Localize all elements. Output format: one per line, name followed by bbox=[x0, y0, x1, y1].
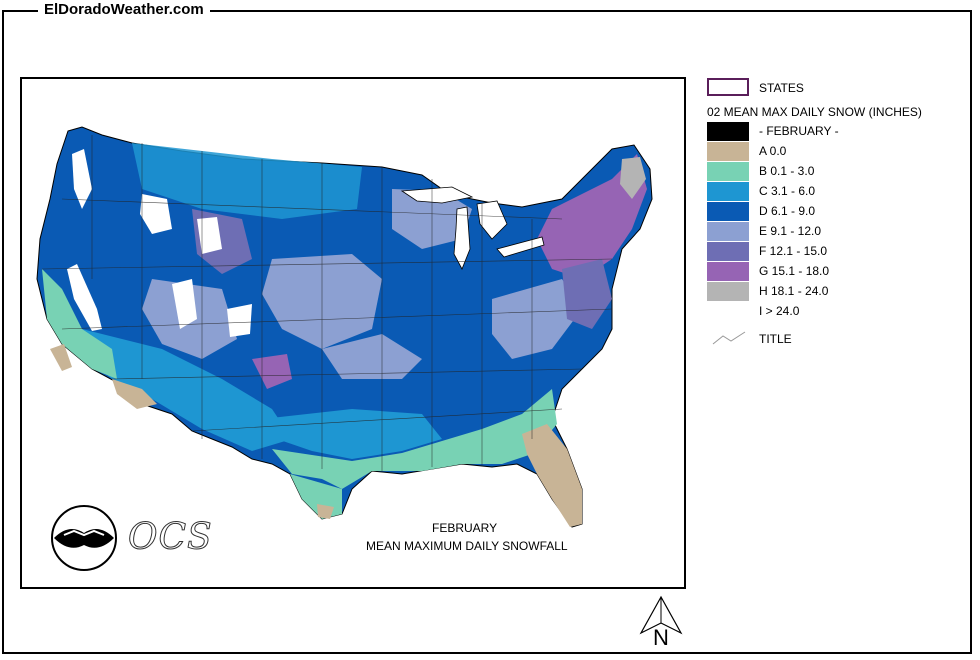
legend-title-label: TITLE bbox=[759, 332, 792, 346]
state-boundaries bbox=[41, 135, 613, 471]
legend-states-label: STATES bbox=[759, 81, 804, 95]
north-label: N bbox=[653, 625, 669, 650]
legend-item-label: H 18.1 - 24.0 bbox=[759, 284, 829, 298]
ocs-logo: OCS bbox=[128, 517, 213, 559]
legend-swatch bbox=[707, 242, 749, 261]
legend-swatch bbox=[707, 202, 749, 221]
noaa-logo bbox=[49, 503, 119, 578]
legend-swatch bbox=[707, 142, 749, 161]
map-caption-month: FEBRUARY bbox=[432, 521, 498, 535]
legend-layer-title: 02 MEAN MAX DAILY SNOW (INCHES) bbox=[707, 105, 922, 119]
zone-i-utah bbox=[172, 279, 197, 329]
map-panel: OCS FEBRUARY MEAN MAXIMUM DAILY SNOWFALL bbox=[20, 77, 686, 589]
north-arrow: N bbox=[636, 595, 686, 660]
page-frame bbox=[2, 10, 972, 654]
zone-f-midatlantic bbox=[562, 259, 612, 329]
legend-item-label: C 3.1 - 6.0 bbox=[759, 184, 816, 198]
legend-item-label: - FEBRUARY - bbox=[759, 124, 839, 138]
legend-item-label: B 0.1 - 3.0 bbox=[759, 164, 815, 178]
zone-c-north bbox=[132, 143, 362, 219]
zone-e-mississippi bbox=[322, 334, 422, 379]
zone-e-appalachia bbox=[492, 279, 582, 359]
zone-b-gulf bbox=[272, 389, 557, 489]
zone-i-cascades bbox=[72, 149, 92, 209]
legend-swatch bbox=[707, 282, 749, 301]
states-swatch bbox=[707, 78, 749, 96]
zone-g-northeast bbox=[537, 154, 647, 279]
legend-swatch bbox=[707, 302, 749, 321]
north-arrow-icon bbox=[639, 595, 683, 635]
zone-c-southwest bbox=[82, 329, 292, 451]
zone-i-sierra bbox=[67, 264, 102, 331]
legend-item-label: I > 24.0 bbox=[759, 304, 800, 318]
map-caption-title: MEAN MAXIMUM DAILY SNOWFALL bbox=[366, 539, 568, 553]
legend-swatch bbox=[707, 122, 749, 141]
legend-item-label: D 6.1 - 9.0 bbox=[759, 204, 816, 218]
zone-a-socal bbox=[112, 379, 157, 409]
site-title[interactable]: ElDoradoWeather.com bbox=[38, 1, 210, 18]
legend-swatch bbox=[707, 262, 749, 281]
zone-c-south bbox=[262, 409, 442, 459]
legend-item-label: A 0.0 bbox=[759, 144, 787, 158]
lake-superior bbox=[400, 186, 474, 204]
legend-item-label: G 15.1 - 18.0 bbox=[759, 264, 830, 278]
legend-swatch bbox=[707, 182, 749, 201]
lake-michigan bbox=[453, 206, 471, 270]
zone-h-newengland bbox=[620, 157, 646, 199]
legend-item-label: F 12.1 - 15.0 bbox=[759, 244, 828, 258]
lake-huron bbox=[476, 200, 508, 240]
legend-item-label: E 9.1 - 12.0 bbox=[759, 224, 822, 238]
zone-b-california bbox=[42, 269, 117, 379]
title-line-icon bbox=[712, 331, 746, 345]
zone-a-california-coast bbox=[50, 344, 72, 371]
zone-i-wyoming bbox=[197, 217, 222, 254]
legend-swatch bbox=[707, 162, 749, 181]
zone-a-florida bbox=[522, 424, 582, 527]
us-snowfall-map bbox=[36, 126, 653, 528]
zone-i-colorado bbox=[227, 304, 252, 337]
zone-i-idaho bbox=[140, 194, 172, 234]
zone-a-south-texas bbox=[317, 504, 334, 519]
legend-swatch bbox=[707, 222, 749, 241]
